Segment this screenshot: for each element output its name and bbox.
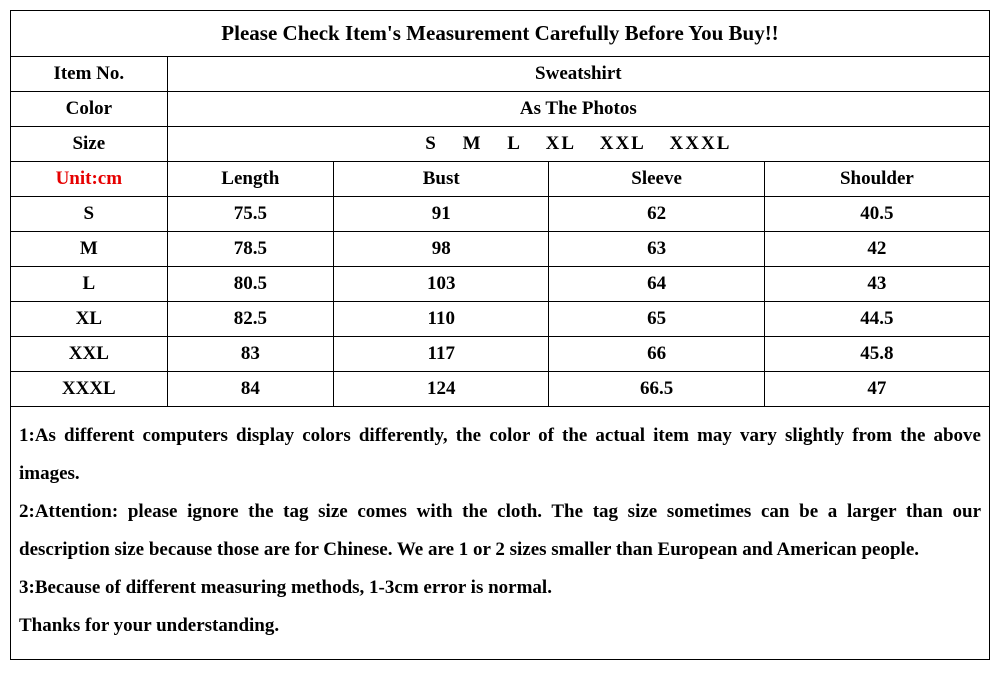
unit-cell: Unit:cm: [11, 162, 168, 197]
info-label: Item No.: [11, 57, 168, 92]
value-cell: 40.5: [764, 197, 989, 232]
value-cell: 47: [764, 372, 989, 407]
value-cell: 82.5: [167, 302, 333, 337]
size-cell: L: [11, 267, 168, 302]
column-header: Bust: [334, 162, 549, 197]
note-line: 1:As different computers display colors …: [19, 417, 981, 493]
info-row: SizeS M L XL XXL XXXL: [11, 127, 990, 162]
note-line: 3:Because of different measuring methods…: [19, 569, 981, 607]
value-cell: 62: [549, 197, 764, 232]
notes-row: 1:As different computers display colors …: [11, 407, 990, 660]
value-cell: 124: [334, 372, 549, 407]
value-cell: 63: [549, 232, 764, 267]
column-header: Length: [167, 162, 333, 197]
info-value: As The Photos: [167, 92, 989, 127]
value-cell: 44.5: [764, 302, 989, 337]
table-row: XL82.51106544.5: [11, 302, 990, 337]
size-cell: XXXL: [11, 372, 168, 407]
value-cell: 64: [549, 267, 764, 302]
value-cell: 110: [334, 302, 549, 337]
info-value: S M L XL XXL XXXL: [167, 127, 989, 162]
value-cell: 66.5: [549, 372, 764, 407]
value-cell: 78.5: [167, 232, 333, 267]
value-cell: 117: [334, 337, 549, 372]
note-line: 2:Attention: please ignore the tag size …: [19, 493, 981, 569]
info-label: Size: [11, 127, 168, 162]
value-cell: 75.5: [167, 197, 333, 232]
measurement-table: Please Check Item's Measurement Carefull…: [10, 10, 990, 660]
value-cell: 42: [764, 232, 989, 267]
info-row: Item No.Sweatshirt: [11, 57, 990, 92]
table-row: M78.5986342: [11, 232, 990, 267]
value-cell: 103: [334, 267, 549, 302]
column-header: Sleeve: [549, 162, 764, 197]
info-value: Sweatshirt: [167, 57, 989, 92]
note-line: Thanks for your understanding.: [19, 607, 981, 645]
value-cell: 98: [334, 232, 549, 267]
size-cell: XXL: [11, 337, 168, 372]
value-cell: 65: [549, 302, 764, 337]
value-cell: 66: [549, 337, 764, 372]
notes-cell: 1:As different computers display colors …: [11, 407, 990, 660]
info-row: ColorAs The Photos: [11, 92, 990, 127]
value-cell: 83: [167, 337, 333, 372]
title-cell: Please Check Item's Measurement Carefull…: [11, 11, 990, 57]
table-row: XXL831176645.8: [11, 337, 990, 372]
title-row: Please Check Item's Measurement Carefull…: [11, 11, 990, 57]
size-cell: M: [11, 232, 168, 267]
column-header-row: Unit:cmLengthBustSleeveShoulder: [11, 162, 990, 197]
table-row: XXXL8412466.547: [11, 372, 990, 407]
value-cell: 91: [334, 197, 549, 232]
size-cell: XL: [11, 302, 168, 337]
info-label: Color: [11, 92, 168, 127]
value-cell: 84: [167, 372, 333, 407]
table-row: L80.51036443: [11, 267, 990, 302]
value-cell: 45.8: [764, 337, 989, 372]
table-row: S75.5916240.5: [11, 197, 990, 232]
column-header: Shoulder: [764, 162, 989, 197]
value-cell: 80.5: [167, 267, 333, 302]
size-cell: S: [11, 197, 168, 232]
value-cell: 43: [764, 267, 989, 302]
